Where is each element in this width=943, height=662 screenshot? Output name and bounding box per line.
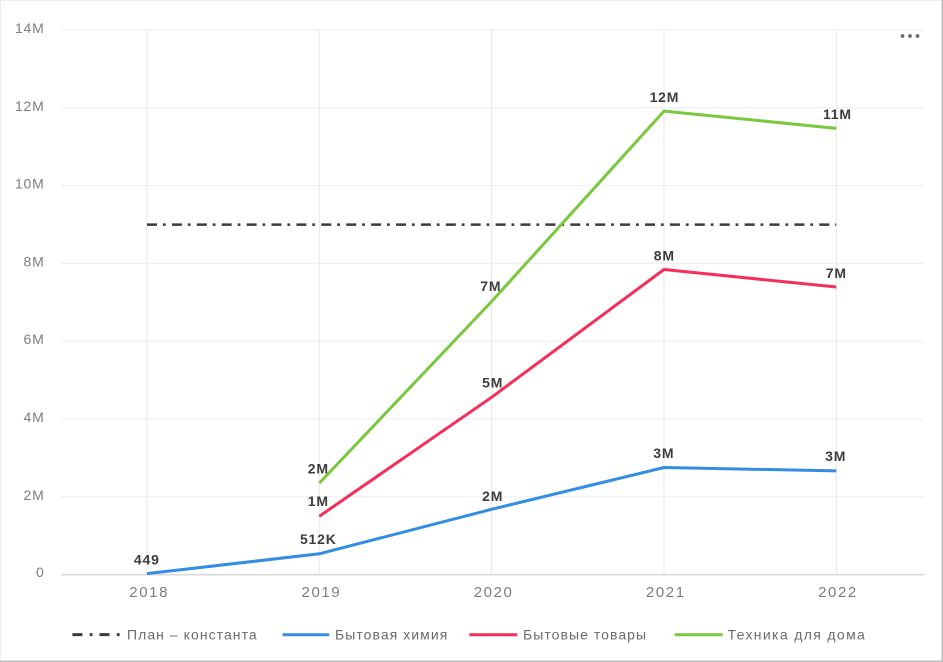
svg-text:0: 0 xyxy=(36,564,45,580)
svg-text:1M: 1M xyxy=(308,493,329,509)
svg-text:10M: 10M xyxy=(15,176,45,192)
svg-text:12M: 12M xyxy=(15,98,45,114)
svg-text:8M: 8M xyxy=(24,254,45,270)
svg-text:2M: 2M xyxy=(24,487,45,503)
svg-text:2018: 2018 xyxy=(129,584,169,601)
svg-text:12M: 12M xyxy=(650,89,680,105)
svg-text:2M: 2M xyxy=(308,461,329,477)
svg-text:4M: 4M xyxy=(24,409,45,425)
svg-text:512K: 512K xyxy=(300,531,337,547)
svg-text:2021: 2021 xyxy=(646,584,686,601)
svg-text:Бытовые товары: Бытовые товары xyxy=(523,627,647,643)
svg-text:3M: 3M xyxy=(653,445,674,461)
svg-text:План – константа: План – константа xyxy=(127,627,258,643)
svg-text:3M: 3M xyxy=(825,448,846,464)
svg-text:14M: 14M xyxy=(15,20,45,36)
svg-text:2M: 2M xyxy=(482,488,503,504)
svg-text:6M: 6M xyxy=(24,331,45,347)
svg-text:449: 449 xyxy=(134,552,160,568)
svg-text:2022: 2022 xyxy=(818,584,858,601)
svg-text:2020: 2020 xyxy=(474,584,514,601)
svg-text:11M: 11M xyxy=(823,106,852,122)
svg-text:2019: 2019 xyxy=(302,584,342,601)
svg-text:7M: 7M xyxy=(826,265,847,281)
svg-text:Бытовая химия: Бытовая химия xyxy=(335,627,448,643)
svg-text:5M: 5M xyxy=(482,375,503,391)
svg-text:7M: 7M xyxy=(480,278,501,294)
svg-text:8M: 8M xyxy=(654,248,675,264)
svg-text:Техника для дома: Техника для дома xyxy=(728,627,867,643)
